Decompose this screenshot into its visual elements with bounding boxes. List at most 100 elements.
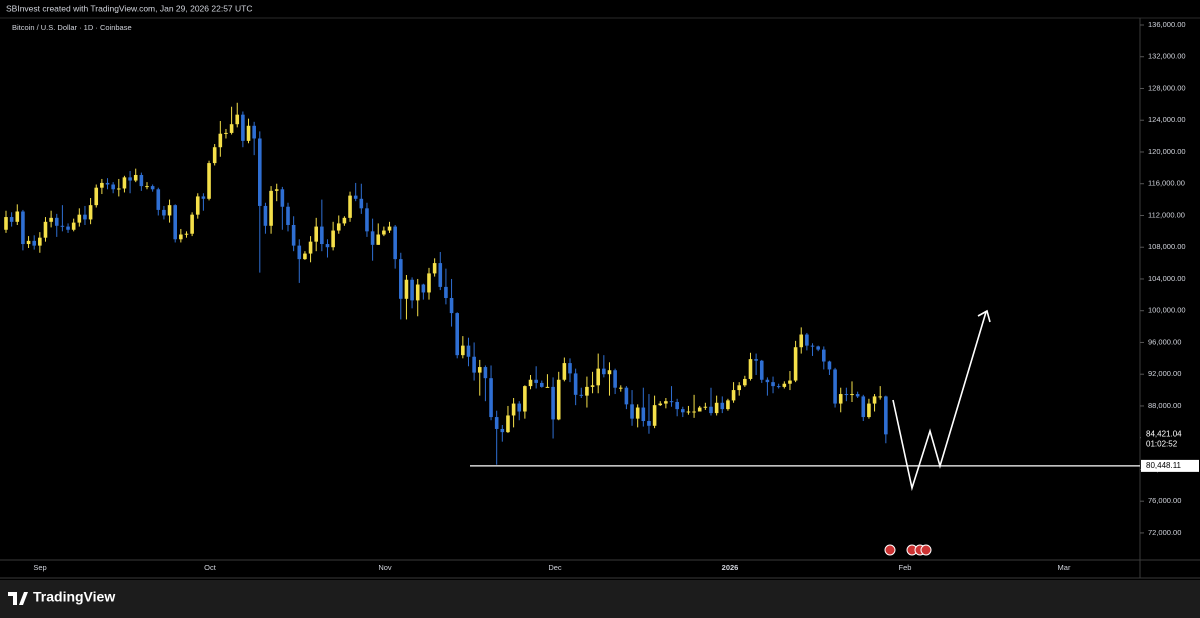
y-tick-label: 120,000.00 (1148, 147, 1186, 156)
candle-body (697, 407, 702, 412)
candle-body (71, 222, 76, 230)
candle-body (878, 396, 882, 398)
candle-body (399, 259, 403, 299)
candle-body (212, 147, 217, 164)
candle-body (658, 403, 663, 406)
candle-body (624, 387, 629, 405)
candle-body (404, 279, 409, 299)
x-tick-label: Sep (33, 563, 46, 572)
x-tick-label: Oct (204, 563, 217, 572)
y-tick-label: 100,000.00 (1148, 306, 1186, 315)
candle-body (455, 313, 459, 356)
countdown-label: 01:02:52 (1146, 439, 1178, 448)
candle-body (410, 279, 414, 301)
candle-body (77, 214, 82, 223)
y-tick-label: 108,000.00 (1148, 242, 1186, 251)
candle-body (235, 114, 240, 125)
candle-body (641, 407, 646, 422)
chart-title: Bitcoin / U.S. Dollar · 1D · Coinbase (12, 23, 132, 32)
candle-body (472, 356, 476, 373)
candle-body (387, 226, 392, 231)
candle-body (184, 233, 189, 235)
last-price-box (1141, 428, 1199, 451)
candle-body (393, 226, 397, 260)
candle-body (438, 263, 443, 287)
candle-body (173, 205, 177, 240)
candle-body (590, 385, 595, 387)
candle-body (66, 226, 70, 230)
candle-body (83, 214, 87, 220)
candle-body (867, 403, 871, 418)
candle-body (348, 195, 352, 218)
logo: TradingView (8, 589, 115, 605)
candle-body (370, 231, 375, 245)
candle-body (765, 379, 770, 383)
candle-body (822, 349, 826, 362)
candle-body (218, 133, 223, 148)
candle-body (562, 363, 567, 380)
candle-body (585, 386, 589, 396)
candle-body (353, 195, 358, 199)
candle-body (579, 394, 584, 396)
candle-body (630, 404, 634, 419)
y-tick-label: 128,000.00 (1148, 83, 1186, 92)
candle-body (692, 411, 696, 413)
candle-body (568, 363, 572, 374)
candle-body (54, 217, 59, 226)
candle-body (94, 187, 99, 206)
support-label: 80,448.11 (1146, 461, 1182, 470)
candle-body (793, 347, 798, 381)
candle-body (190, 214, 194, 234)
candle-body (635, 407, 640, 419)
candle-body (675, 401, 679, 410)
support-label-box (1141, 459, 1199, 472)
candle-body (415, 284, 420, 301)
candle-body (336, 223, 341, 231)
candle-body (477, 367, 482, 373)
candle-body (444, 286, 448, 299)
candle-body (331, 230, 335, 248)
candle-body (489, 378, 493, 418)
candle-body (263, 205, 268, 226)
candle-body (421, 284, 426, 293)
candle-body (613, 370, 617, 388)
candle-body (342, 217, 347, 224)
y-tick-label: 88,000.00 (1148, 401, 1181, 410)
candle-body (805, 334, 809, 346)
candle-body (286, 206, 290, 225)
candle-body (38, 237, 42, 246)
candle-body (686, 411, 691, 413)
candle-body (540, 382, 544, 387)
candle-body (855, 394, 860, 397)
candle-body (709, 406, 713, 414)
candle-body (827, 361, 832, 370)
candle-body (15, 211, 20, 222)
candle-body (162, 209, 166, 216)
candle-body (43, 221, 48, 238)
candle-body (195, 196, 200, 215)
candle-body (26, 240, 31, 245)
header: SBInvest created with TradingView.com, J… (6, 3, 252, 13)
candle-body (810, 345, 815, 347)
candle-body (850, 394, 854, 396)
candle-body (596, 368, 600, 386)
x-tick-label: Mar (1058, 563, 1071, 572)
candle-body (551, 386, 555, 420)
candle-body (179, 234, 183, 240)
y-tick-label: 116,000.00 (1148, 179, 1185, 188)
candle-body (664, 401, 668, 404)
y-tick-label: 136,000.00 (1148, 20, 1186, 29)
y-tick-label: 72,000.00 (1148, 528, 1181, 537)
x-tick-label: 2026 (722, 563, 739, 572)
candle-body (748, 359, 753, 379)
event-icon (920, 544, 932, 556)
event-icons (884, 544, 932, 556)
candle-body (156, 189, 161, 210)
projection-path (892, 311, 987, 492)
candle-body (534, 379, 538, 383)
candle-body (844, 394, 849, 396)
candle-body (461, 345, 465, 356)
candle-body (128, 177, 132, 181)
